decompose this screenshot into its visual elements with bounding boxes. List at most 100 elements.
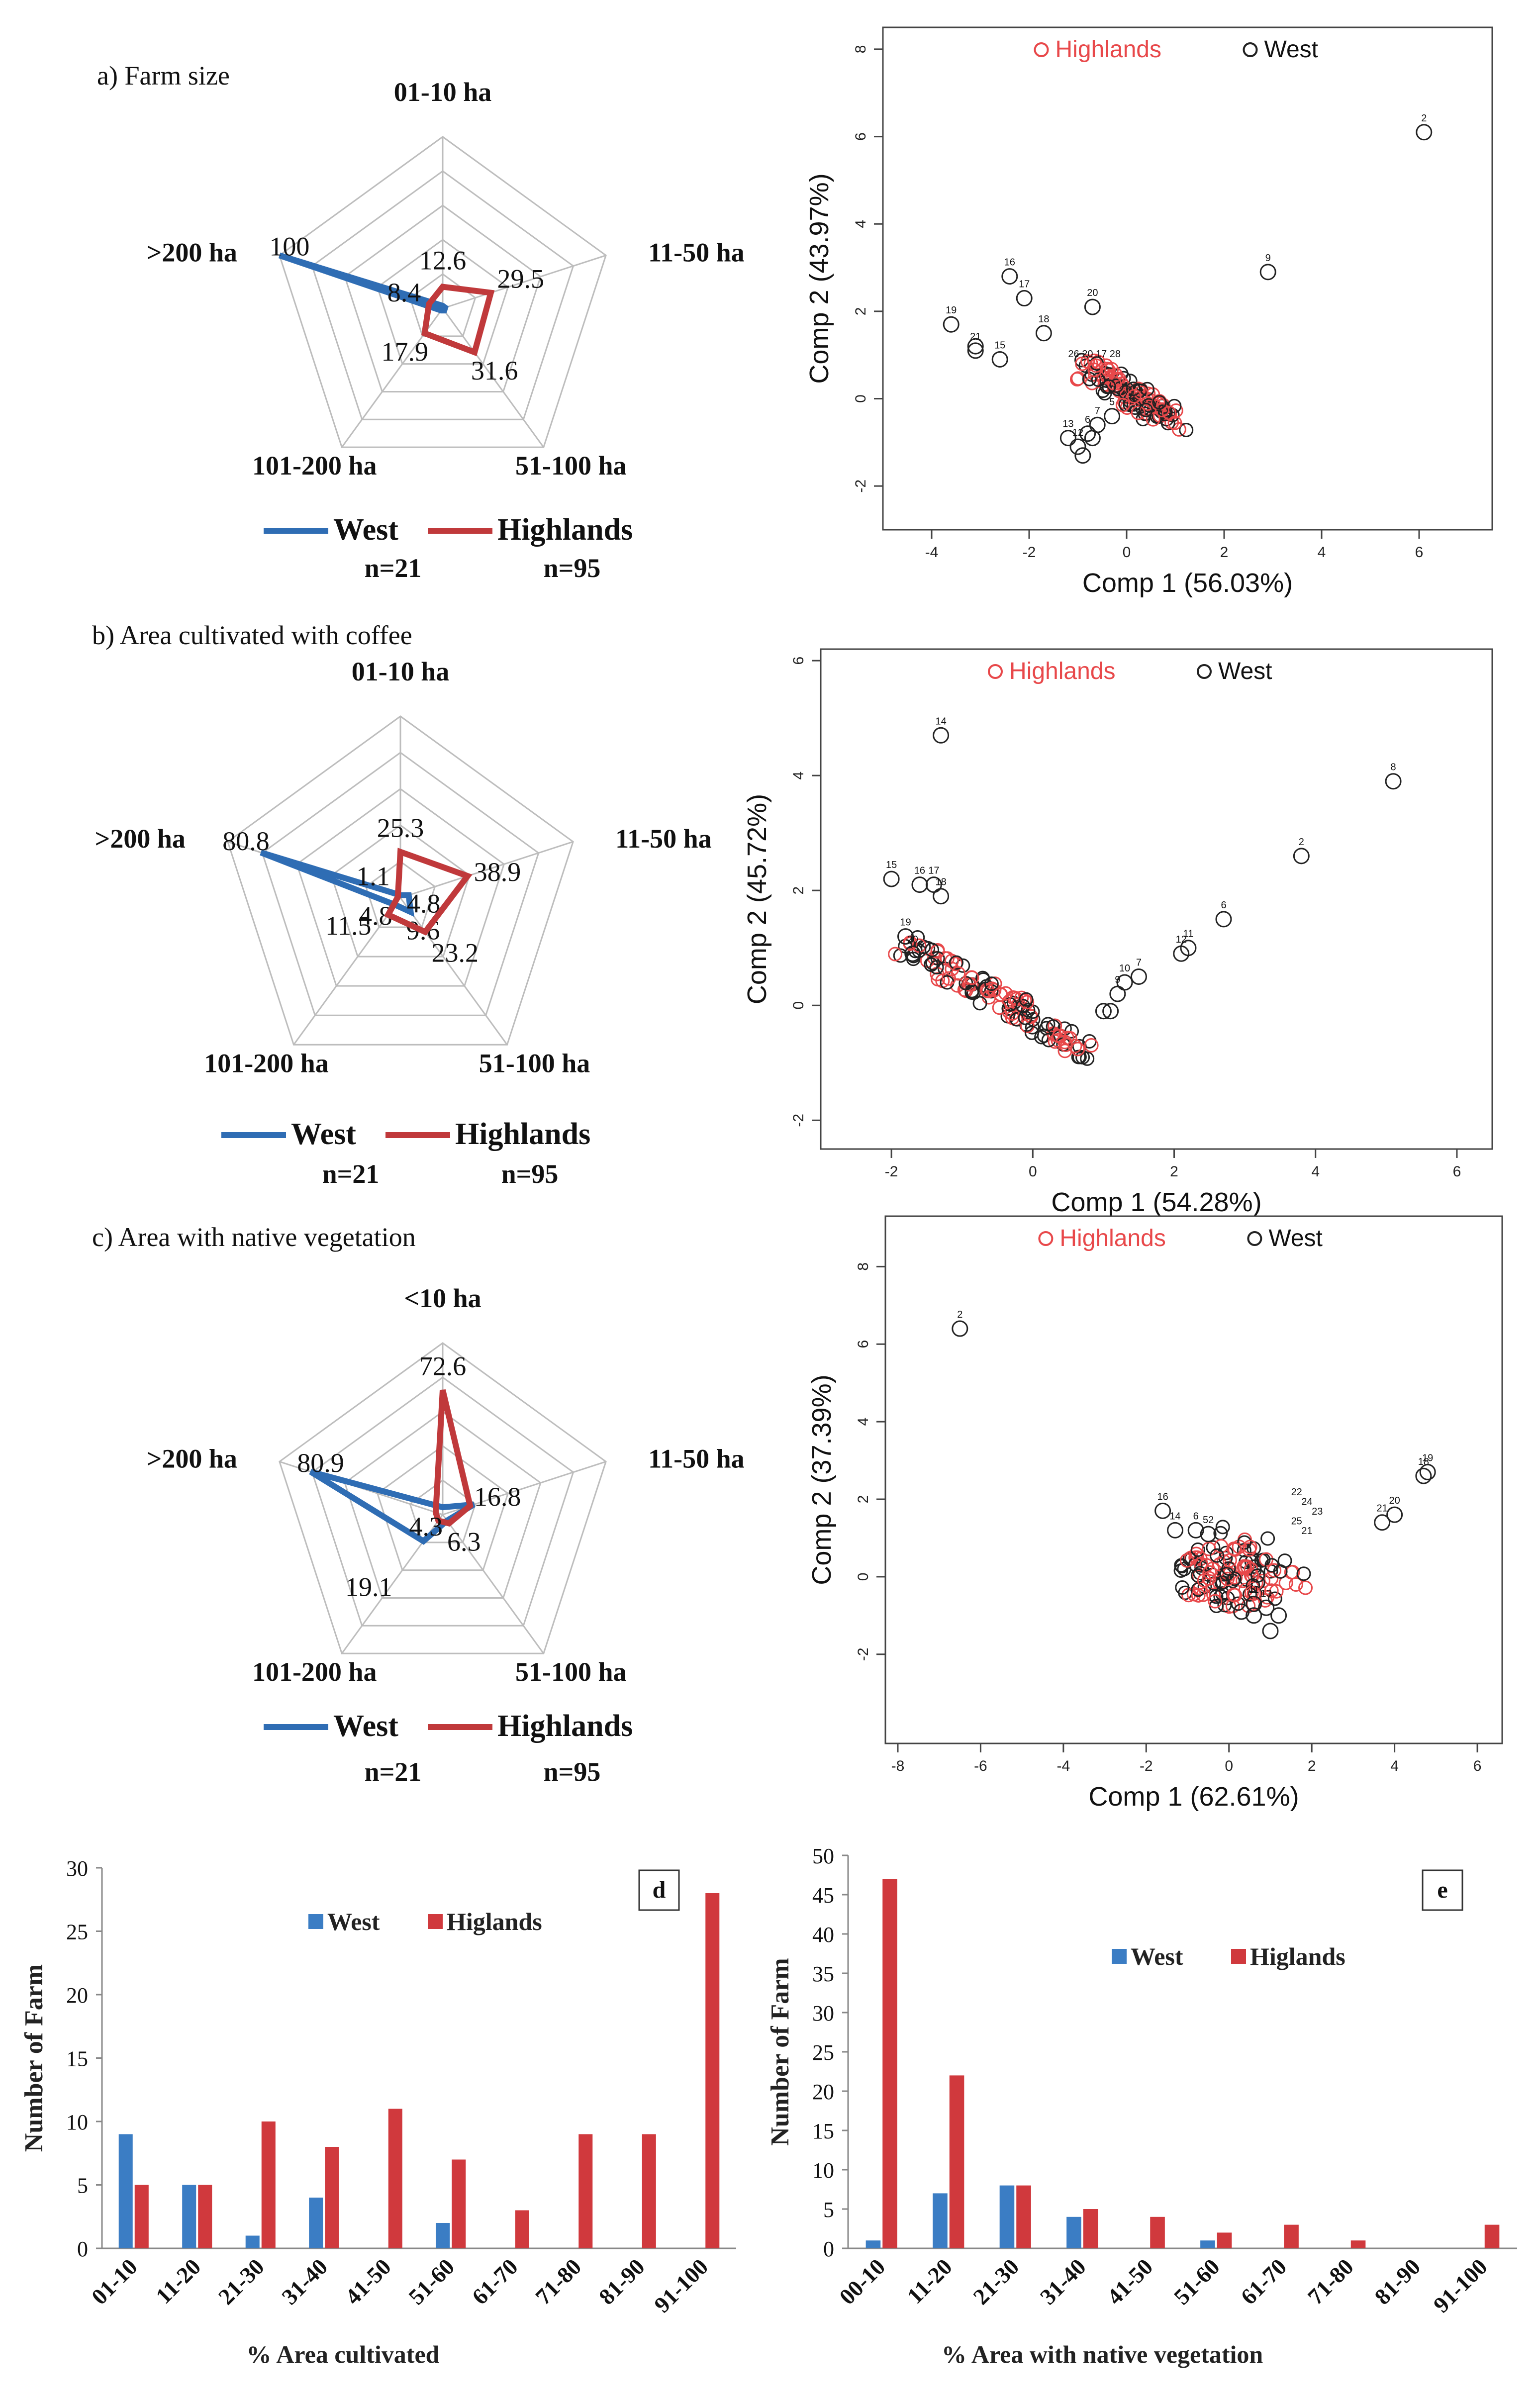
highlands-point — [1069, 372, 1084, 387]
legend-west-n: n=21 — [365, 553, 422, 583]
y-axis-label: Comp 2 (45.72%) — [742, 794, 772, 1004]
point-label: 52 — [1203, 1515, 1214, 1526]
radar-value-label: 6.3 — [447, 1527, 481, 1557]
west-point — [883, 870, 900, 887]
west-point — [1154, 1502, 1171, 1519]
highlands-point — [1228, 1542, 1243, 1557]
x-tick-label: 71-80 — [1303, 2254, 1358, 2310]
west-point — [943, 316, 960, 333]
highlands-point — [1109, 372, 1124, 386]
y-tick-label: 0 — [790, 1001, 807, 1010]
radar-value-label: 1.1 — [356, 862, 390, 891]
highlands-point — [1134, 385, 1149, 400]
bar-highlands — [388, 2109, 402, 2248]
panel-label-box — [1422, 1869, 1463, 1911]
highlands-point — [1288, 1577, 1303, 1592]
point-label: 11 — [1249, 1584, 1259, 1595]
west-point — [1095, 1003, 1112, 1020]
highlands-point — [992, 1000, 1007, 1015]
highlands-point — [1084, 1038, 1099, 1053]
radar-spoke — [442, 308, 544, 448]
highlands-point — [964, 970, 979, 985]
y-tick-label: 6 — [855, 1340, 871, 1348]
highlands-point — [1019, 992, 1034, 1007]
highlands-point — [1109, 378, 1124, 393]
radar-value-label: 4.8 — [407, 889, 441, 919]
y-tick-label: 2 — [853, 307, 869, 316]
legend-highlands-label: Highlands — [1056, 36, 1161, 63]
y-tick-label: 25 — [812, 2040, 834, 2065]
y-tick-label: -2 — [855, 1647, 871, 1661]
west-point — [1374, 1514, 1391, 1531]
bar-highlands — [1350, 2240, 1366, 2248]
west-point — [1001, 268, 1018, 285]
bar-west — [999, 2185, 1015, 2248]
legend-highlands-marker — [1034, 42, 1049, 57]
bar-highlands — [198, 2185, 212, 2248]
radar-axis-label: 11-50 ha — [648, 237, 745, 267]
highlands-point — [1146, 412, 1160, 427]
radar-spoke — [442, 1514, 544, 1654]
x-tick-label: 0 — [1225, 1758, 1233, 1774]
radar-series-highlands — [432, 1389, 474, 1527]
radar-axis-label: 11-50 ha — [648, 1444, 745, 1473]
y-axis-label: Number of Farm — [766, 1958, 794, 2145]
x-tick-label: -4 — [925, 544, 939, 561]
y-tick-label: 0 — [823, 2237, 834, 2261]
radar-value-label: 100 — [269, 231, 309, 261]
highlands-point — [1127, 389, 1142, 404]
highlands-point — [930, 944, 945, 959]
legend-highlands-swatch — [1231, 1949, 1246, 1964]
point-label: 25 — [1291, 1516, 1302, 1527]
point-label: 26 20 17 28 — [1068, 349, 1121, 360]
highlands-point — [1131, 405, 1146, 420]
west-point — [967, 338, 984, 355]
radar-grid-ring — [409, 273, 477, 337]
x-tick-label: -2 — [1140, 1758, 1153, 1774]
west-point — [1130, 968, 1147, 985]
highlands-point — [1249, 1576, 1263, 1591]
west-point — [1079, 425, 1096, 442]
legend-west-label: West — [1268, 1225, 1322, 1252]
radar-value-label: 72.6 — [419, 1351, 467, 1381]
y-tick-label: 35 — [812, 1962, 834, 1986]
y-tick-label: 40 — [812, 1923, 834, 1947]
point-label: 6 — [1193, 1511, 1199, 1522]
radar-grid-ring — [295, 788, 505, 987]
highlands-point — [1243, 1540, 1257, 1554]
y-axis-label: Comp 2 (43.97%) — [804, 173, 834, 384]
x-axis-label: Comp 1 (54.28%) — [1051, 1187, 1261, 1217]
west-point — [1167, 1522, 1184, 1539]
highlands-point — [950, 978, 965, 993]
west-point — [933, 888, 950, 905]
radar-axis-label: 51-100 ha — [515, 451, 627, 481]
west-point — [1259, 264, 1276, 281]
y-tick-label: -2 — [790, 1114, 807, 1127]
point-label: 23 — [1312, 1506, 1323, 1517]
radar-axis-label: >200 ha — [147, 1444, 237, 1473]
highlands-point — [1177, 1561, 1192, 1576]
bar-highlands — [578, 2134, 593, 2248]
x-tick-label: 31-40 — [1035, 2254, 1091, 2310]
highlands-point — [1067, 1039, 1082, 1054]
x-tick-label: 51-60 — [1169, 2254, 1225, 2310]
point-label: 16 — [1004, 257, 1015, 268]
west-point — [897, 928, 914, 945]
west-point — [952, 1320, 968, 1337]
x-tick-label: -4 — [1057, 1758, 1070, 1774]
west-point — [1084, 298, 1101, 315]
bar-highlands — [949, 2075, 964, 2248]
point-label: 14 — [1169, 1511, 1180, 1522]
west-point — [991, 351, 1008, 368]
point-label: 12 — [1176, 934, 1187, 945]
highlands-point — [1018, 1010, 1033, 1025]
radar-grid-ring — [376, 239, 509, 365]
bar-highlands — [1217, 2232, 1232, 2248]
bar-highlands — [261, 2121, 276, 2248]
bar-chart-native-vegetation: 0 5 10 15 20 25 30 35 40 45 50 00-10 11-20 21-30 31-40… — [766, 1844, 1517, 2368]
highlands-point — [1175, 1580, 1190, 1595]
highlands-point — [1115, 397, 1130, 412]
radar-grid-ring — [344, 1411, 542, 1599]
highlands-point — [1209, 1548, 1224, 1563]
